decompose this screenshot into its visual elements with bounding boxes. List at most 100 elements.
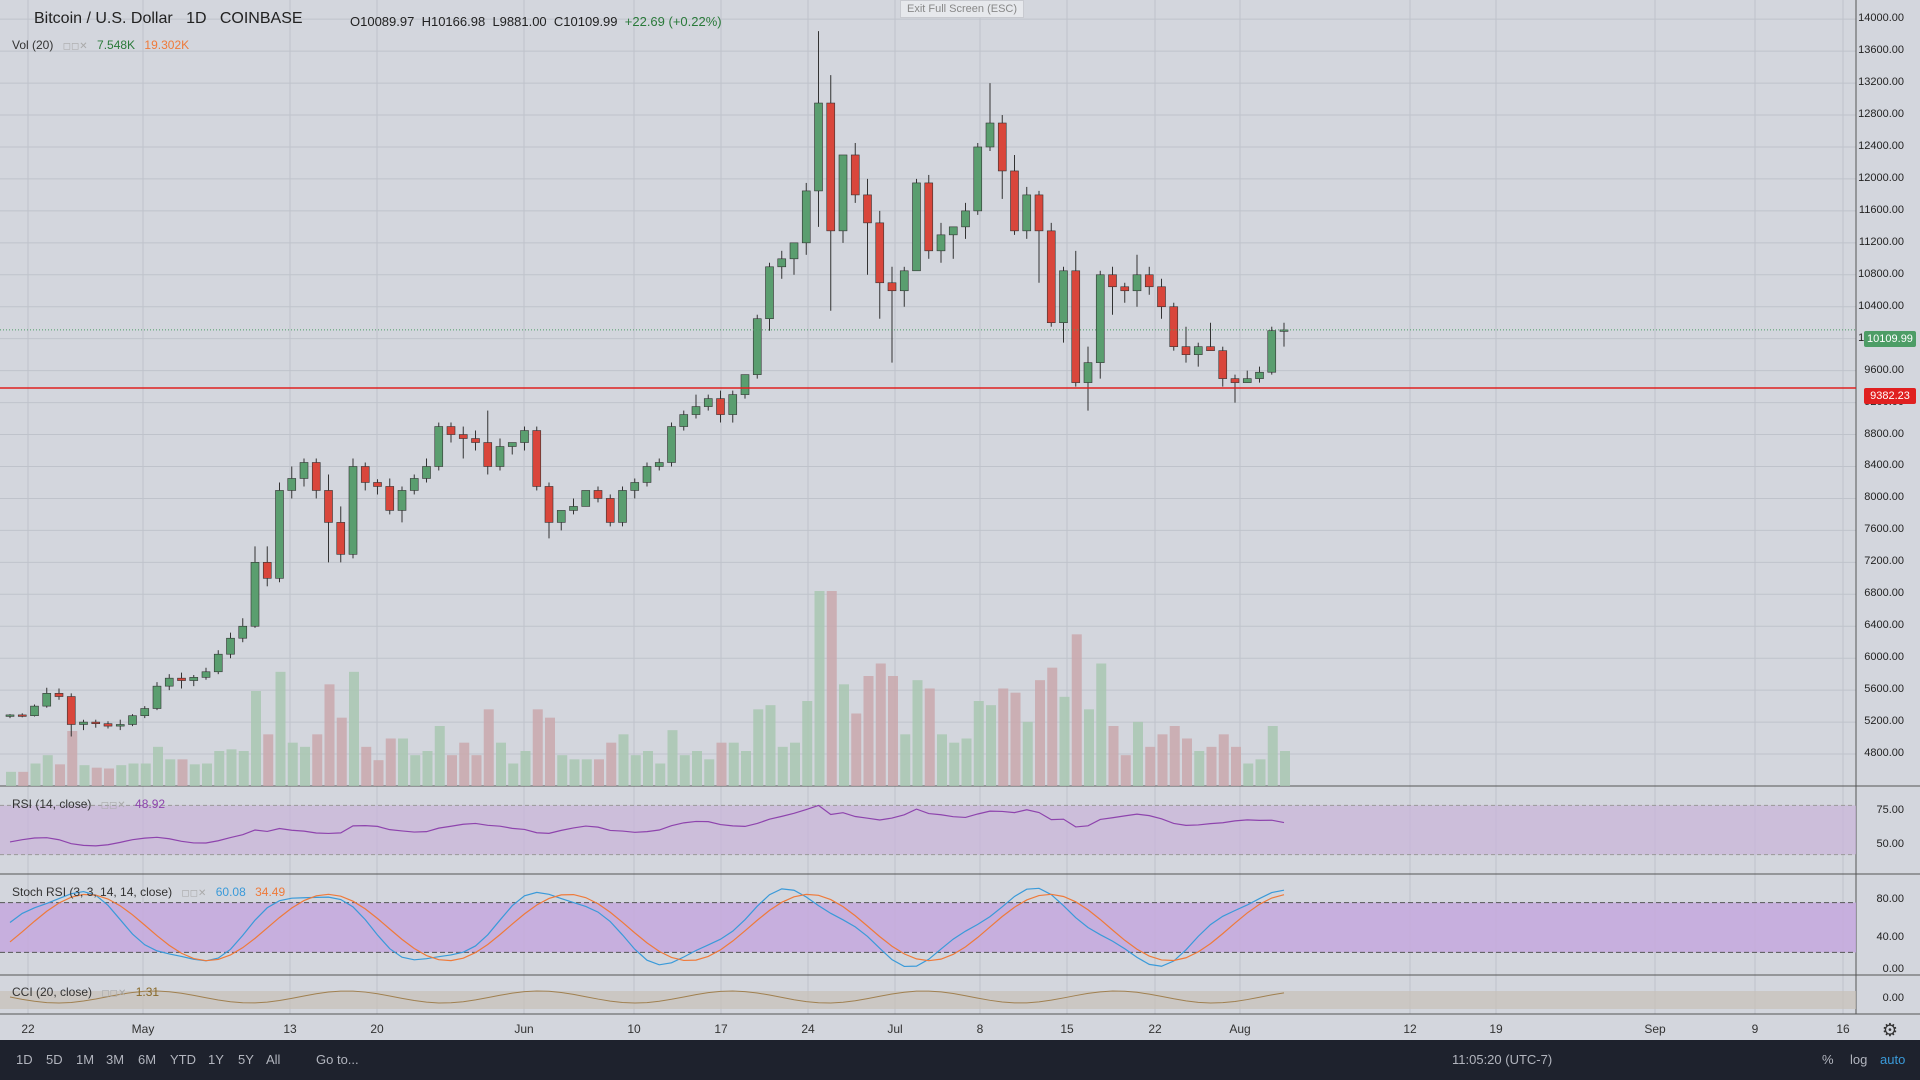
candle-body	[556, 510, 566, 523]
volume-bar	[1280, 751, 1290, 786]
volume-bar	[1169, 726, 1180, 786]
time-tick-label: 9	[1751, 1022, 1759, 1036]
price-tick-label: 7200.00	[1864, 555, 1904, 568]
candle-body	[1267, 330, 1277, 373]
volume-bar	[569, 759, 580, 786]
candle-body	[863, 194, 872, 224]
indicator-controls-icon[interactable]: ◻◻✕	[101, 988, 127, 999]
rsi-indicator-label[interactable]: RSI (14, close) ◻◻✕ 48.92	[12, 797, 165, 811]
rsi-value: 48.92	[135, 797, 166, 811]
candle-body	[728, 394, 738, 415]
candle-body	[520, 430, 529, 443]
goto-button[interactable]: Go to...	[316, 1052, 359, 1067]
candle-body	[814, 102, 823, 192]
volume-bar	[447, 755, 457, 786]
range-button-5d[interactable]: 5D	[46, 1052, 63, 1067]
candle-body	[385, 486, 395, 511]
candle-body	[777, 258, 787, 268]
indicator-tick-label: 80.00	[1876, 893, 1904, 905]
volume-bar	[55, 764, 65, 786]
volume-bar	[802, 701, 813, 786]
price-tick-label: 12000.00	[1858, 171, 1904, 184]
volume-label[interactable]: Vol (20)	[12, 38, 54, 52]
volume-bar	[790, 742, 800, 786]
range-button-1y[interactable]: 1Y	[208, 1052, 224, 1067]
interval-label[interactable]: 1D	[186, 10, 207, 27]
volume-indicator-label[interactable]: Vol (20) ◻◻✕ 7.548K 19.302K	[12, 38, 189, 52]
candle-body	[189, 677, 199, 681]
exit-fullscreen-hint[interactable]: Exit Full Screen (ESC)	[900, 0, 1025, 18]
range-button-6m[interactable]: 6M	[138, 1052, 157, 1067]
symbol-header[interactable]: Bitcoin / U.S. Dollar 1D COINBASE	[34, 10, 303, 28]
range-button-3m[interactable]: 3M	[106, 1052, 125, 1067]
range-button-ytd[interactable]: YTD	[170, 1052, 196, 1067]
candle-body	[66, 696, 76, 725]
volume-bar	[532, 709, 543, 786]
candle-body	[103, 723, 113, 727]
time-tick-label: 22	[21, 1022, 35, 1036]
clock[interactable]: 11:05:20 (UTC-7)	[1452, 1052, 1553, 1067]
volume-bar	[643, 751, 653, 786]
volume-bar	[336, 717, 347, 786]
chart-background	[0, 0, 1856, 1040]
ohlc-close: C10109.99	[553, 14, 618, 29]
rsi-label[interactable]: RSI (14, close)	[12, 797, 92, 811]
volume-bar	[630, 755, 641, 786]
candle-body	[630, 482, 640, 491]
volume-bar	[1120, 755, 1131, 786]
candle-body	[140, 708, 150, 717]
stoch-rsi-indicator-label[interactable]: Stoch RSI (3, 3, 14, 14, close) ◻◻✕ 60.0…	[12, 885, 285, 899]
price-tick-label: 6400.00	[1864, 619, 1904, 632]
price-tick-label: 6000.00	[1864, 651, 1904, 664]
candle-body	[667, 426, 676, 463]
volume-bar	[1182, 738, 1192, 786]
range-button-5y[interactable]: 5Y	[238, 1052, 254, 1067]
candle-body	[1108, 274, 1117, 288]
cci-label[interactable]: CCI (20, close)	[12, 985, 93, 999]
volume-bar	[1157, 734, 1168, 786]
price-tick-label: 10800.00	[1858, 267, 1904, 280]
range-button-all[interactable]: All	[266, 1052, 281, 1067]
gear-icon[interactable]: ⚙	[1881, 1020, 1898, 1040]
auto-toggle[interactable]: auto	[1880, 1052, 1906, 1067]
candle-body	[569, 506, 578, 511]
candle-body	[471, 438, 480, 443]
price-tick-label: 11600.00	[1858, 203, 1904, 216]
indicator-controls-icon[interactable]: ◻◻✕	[62, 41, 88, 52]
candle-body	[409, 478, 419, 491]
log-toggle[interactable]: log	[1850, 1052, 1868, 1067]
stoch-rsi-value-k: 60.08	[215, 885, 246, 899]
cci-indicator-label[interactable]: CCI (20, close) ◻◻✕ 1.31	[12, 985, 159, 999]
time-tick-label: 12	[1403, 1022, 1417, 1036]
ohlc-change: +22.69 (+0.22%)	[624, 14, 722, 29]
volume-bar	[30, 763, 41, 786]
percent-toggle[interactable]: %	[1822, 1052, 1834, 1067]
volume-bar	[1108, 726, 1119, 786]
time-tick-label: 15	[1060, 1022, 1074, 1036]
candle-body	[985, 122, 995, 148]
volume-bar	[398, 738, 408, 786]
stoch-rsi-label[interactable]: Stoch RSI (3, 3, 14, 14, close)	[12, 885, 173, 899]
candle-body	[1059, 270, 1068, 324]
candle-body	[1083, 362, 1093, 383]
candle-body	[875, 222, 885, 284]
volume-bar	[373, 760, 384, 786]
ohlc-high: H10166.98	[421, 14, 486, 29]
candle-body	[1193, 346, 1203, 355]
range-button-1d[interactable]: 1D	[16, 1052, 33, 1067]
volume-bar	[1010, 692, 1021, 786]
price-tick-label: 10400.00	[1858, 299, 1904, 312]
symbol-name[interactable]: Bitcoin / U.S. Dollar	[34, 10, 173, 27]
volume-bar	[1218, 734, 1229, 786]
stoch-d-line	[9, 893, 1285, 962]
price-tick-label: 6800.00	[1864, 587, 1904, 600]
volume-bar	[508, 763, 519, 786]
volume-bar	[434, 726, 445, 786]
candle-body	[287, 478, 297, 491]
range-button-1m[interactable]: 1M	[76, 1052, 95, 1067]
indicator-controls-icon[interactable]: ◻◻✕	[100, 800, 126, 811]
candle-body	[1169, 306, 1179, 347]
indicator-controls-icon[interactable]: ◻◻✕	[181, 888, 207, 899]
candle-body	[483, 442, 493, 467]
